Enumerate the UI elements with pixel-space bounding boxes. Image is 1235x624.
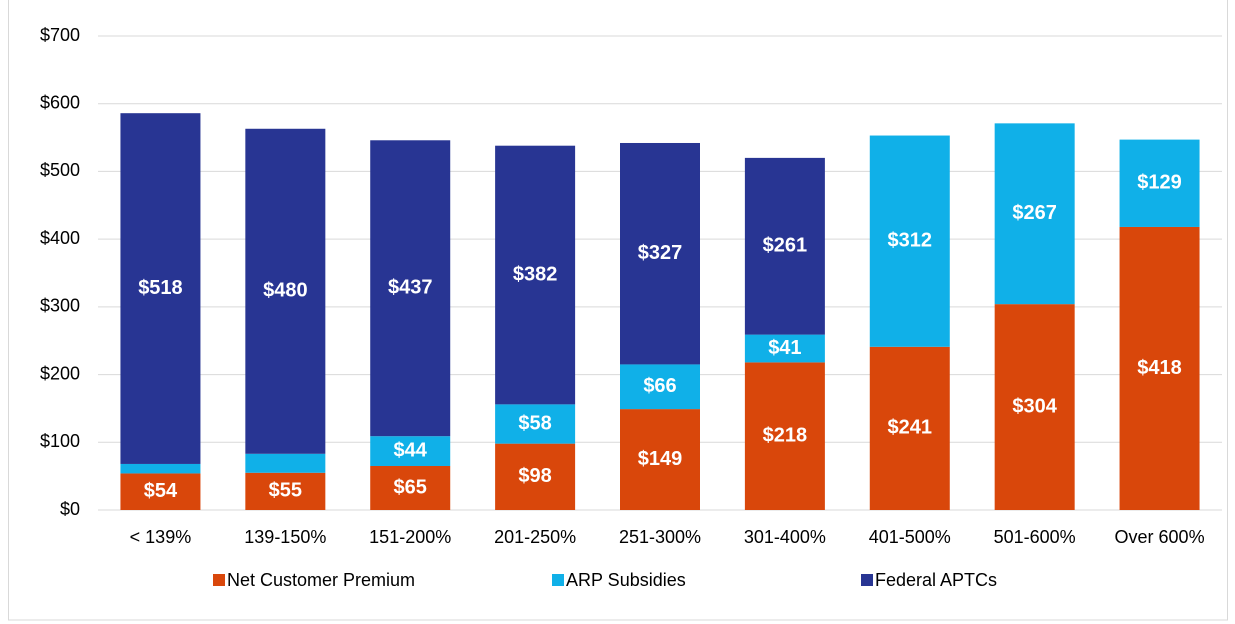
x-tick-label: 301-400%	[744, 527, 826, 547]
data-label: $480	[263, 280, 308, 302]
data-label: $261	[763, 235, 808, 257]
data-label: $54	[144, 480, 178, 502]
data-label: $218	[763, 424, 808, 446]
data-label: $58	[518, 412, 551, 434]
bar-segment	[744, 362, 825, 510]
x-tick-label: 139-150%	[244, 527, 326, 547]
bar-segment	[620, 142, 700, 365]
bar-segment	[620, 364, 700, 410]
y-tick-label: $600	[40, 92, 80, 112]
bar-segment	[744, 157, 825, 335]
data-label: $437	[388, 277, 433, 299]
x-tick-label: 401-500%	[869, 527, 951, 547]
bar-segment	[869, 346, 950, 510]
bar-segment	[245, 453, 326, 473]
y-tick-label: $700	[40, 25, 80, 45]
data-label: $304	[1012, 395, 1057, 417]
legend-label: Federal APTCs	[875, 570, 997, 590]
chart-frame	[8, 0, 1228, 621]
data-label: $327	[638, 242, 683, 264]
bar-segment	[370, 465, 451, 510]
x-tick-label: 501-600%	[994, 527, 1076, 547]
data-label: $241	[888, 417, 933, 439]
data-label: $66	[643, 375, 676, 397]
x-tick-label: < 139%	[130, 527, 192, 547]
bar-segment	[245, 128, 326, 454]
legend-swatch	[861, 574, 873, 586]
x-tick-label: 201-250%	[494, 527, 576, 547]
legend-label: ARP Subsidies	[566, 570, 686, 590]
bar-segment	[495, 145, 576, 405]
data-label: $518	[138, 277, 183, 299]
y-tick-label: $200	[40, 363, 80, 383]
y-tick-label: $0	[60, 499, 80, 519]
bar-segment	[994, 304, 1075, 510]
bar-segment	[370, 436, 451, 466]
y-tick-label: $300	[40, 296, 80, 316]
legend-swatch	[552, 574, 564, 586]
data-label: $129	[1137, 172, 1182, 194]
y-tick-label: $400	[40, 228, 80, 248]
data-label: $44	[394, 439, 428, 461]
x-tick-label: 251-300%	[619, 527, 701, 547]
x-tick-label: 151-200%	[369, 527, 451, 547]
bar-segment	[495, 404, 576, 444]
data-label: $382	[513, 263, 558, 285]
bar-segment	[245, 472, 326, 510]
bar-segment	[1119, 226, 1200, 510]
legend-swatch	[213, 574, 225, 586]
y-tick-label: $100	[40, 431, 80, 451]
bar-segment	[994, 123, 1075, 305]
x-tick-label: Over 600%	[1115, 527, 1205, 547]
bar-segment	[620, 409, 700, 510]
data-label: $418	[1137, 357, 1182, 379]
bar-segment	[120, 113, 201, 464]
bar-segment	[869, 135, 950, 347]
data-label: $267	[1012, 202, 1057, 224]
bar-segment	[120, 463, 201, 474]
y-tick-label: $500	[40, 160, 80, 180]
data-label: $98	[518, 465, 551, 487]
bar-segment	[120, 473, 201, 510]
data-label: $65	[394, 476, 427, 498]
bar-segment	[744, 334, 825, 363]
data-label: $55	[269, 480, 302, 502]
legend-label: Net Customer Premium	[227, 570, 415, 590]
data-label: $312	[888, 229, 933, 251]
bar-segment	[1119, 139, 1200, 227]
bar-segment	[495, 443, 576, 510]
data-label: $41	[768, 337, 801, 359]
bar-segment	[370, 140, 451, 437]
data-label: $149	[638, 448, 683, 470]
